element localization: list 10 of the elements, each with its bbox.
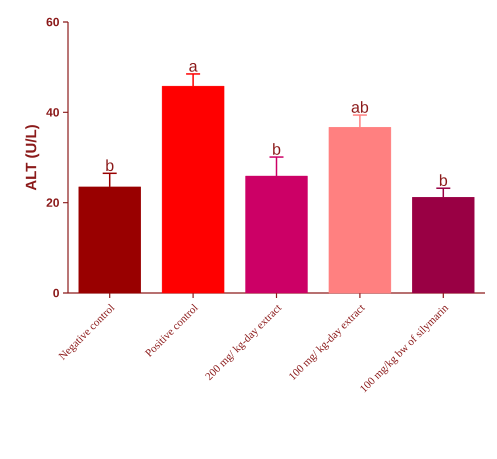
annotation: b — [273, 143, 280, 155]
annotation: a — [189, 62, 198, 72]
annotation: b — [440, 174, 448, 186]
y-tick-label: 20 — [46, 198, 59, 207]
annotation: ab — [352, 101, 368, 113]
y-tick-label: 0 — [53, 288, 59, 298]
y-tick-label: 40 — [46, 108, 59, 117]
y-tick-label: 60 — [46, 18, 59, 26]
annotation: b — [106, 159, 114, 172]
y-axis-title: ALT (U/L) — [25, 125, 40, 190]
